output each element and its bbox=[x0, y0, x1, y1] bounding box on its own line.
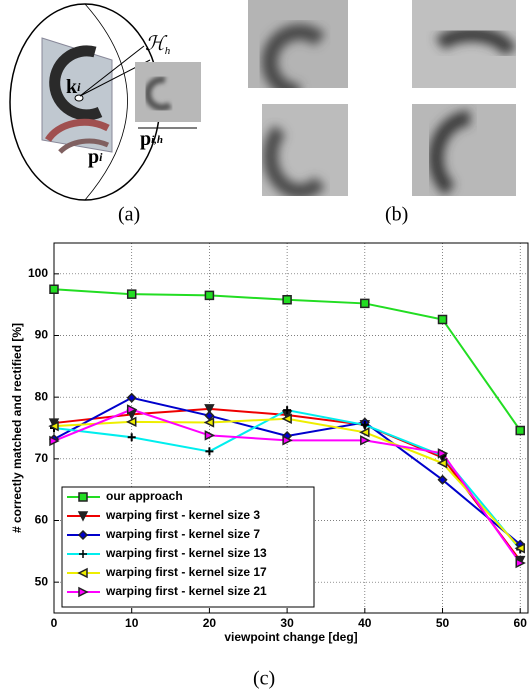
data-point bbox=[126, 404, 138, 415]
data-point bbox=[437, 314, 448, 325]
subscript: i bbox=[99, 150, 103, 164]
data-point bbox=[205, 447, 214, 456]
x-tick-label: 0 bbox=[51, 616, 58, 630]
data-point bbox=[515, 425, 525, 436]
y-tick-label: 90 bbox=[35, 328, 49, 342]
symbol: p bbox=[88, 146, 99, 168]
legend-label: warping first - kernel size 17 bbox=[105, 565, 267, 579]
patch-symbol: pi bbox=[88, 146, 103, 168]
y-axis-label: # correctly matched and rectified [%] bbox=[10, 323, 24, 533]
legend-marker bbox=[78, 492, 88, 502]
panel-a-illustration bbox=[9, 3, 201, 201]
legend-marker bbox=[77, 567, 88, 579]
data-point bbox=[360, 298, 370, 309]
data-point bbox=[359, 427, 370, 438]
x-tick-label: 40 bbox=[358, 616, 372, 630]
legend-label: warping first - kernel size 3 bbox=[105, 508, 260, 522]
data-point bbox=[283, 406, 292, 415]
data-point bbox=[127, 433, 136, 442]
subscript: i bbox=[77, 80, 81, 94]
data-point bbox=[126, 289, 137, 299]
data-point bbox=[360, 435, 371, 446]
legend-label: our approach bbox=[106, 489, 183, 503]
legend-label: warping first - kernel size 13 bbox=[105, 546, 267, 560]
panel-b-images bbox=[248, 0, 516, 196]
data-point bbox=[360, 420, 369, 429]
legend-marker bbox=[79, 550, 87, 558]
chart: 0 10 20 30 40 50 60 50 60 70 80 90 100 viewpoint chan… bbox=[10, 242, 529, 644]
data-point bbox=[49, 435, 60, 447]
panel-label: (b) bbox=[385, 204, 408, 226]
panel-label: (c) bbox=[253, 668, 275, 690]
x-tick-label: 60 bbox=[514, 616, 528, 630]
data-point bbox=[48, 420, 59, 432]
data-point bbox=[436, 457, 448, 469]
hypothesis-symbol: ℋh bbox=[145, 33, 171, 57]
data-point bbox=[49, 284, 59, 294]
data-point bbox=[437, 474, 448, 485]
legend-label: warping first - kernel size 21 bbox=[105, 584, 267, 598]
y-tick-label: 60 bbox=[35, 513, 49, 527]
subscript: h bbox=[165, 45, 171, 57]
x-axis-label: viewpoint change [deg] bbox=[224, 630, 357, 644]
rectified-patch-symbol: pi,h bbox=[140, 128, 163, 150]
y-tick-label: 50 bbox=[35, 574, 49, 588]
keypoint-symbol: ki bbox=[66, 76, 81, 98]
data-point bbox=[204, 430, 216, 441]
legend-marker bbox=[77, 511, 89, 522]
x-tick-label: 50 bbox=[436, 616, 450, 630]
data-point bbox=[203, 417, 215, 428]
symbol: p bbox=[140, 128, 151, 150]
legend-marker bbox=[78, 586, 89, 598]
data-point bbox=[281, 413, 292, 424]
y-tick-label: 100 bbox=[28, 266, 48, 280]
symbol: ℋ bbox=[145, 33, 168, 55]
data-point bbox=[282, 294, 292, 305]
data-point bbox=[204, 290, 215, 301]
data-point bbox=[515, 557, 526, 569]
data-point bbox=[126, 392, 137, 403]
legend-marker bbox=[77, 529, 89, 541]
x-tick-label: 30 bbox=[280, 616, 294, 630]
data-point bbox=[204, 404, 215, 415]
panel-label: (a) bbox=[118, 204, 140, 226]
data-point bbox=[126, 416, 137, 428]
y-tick-label: 70 bbox=[35, 451, 49, 465]
data-point bbox=[437, 448, 449, 459]
data-point bbox=[282, 435, 293, 446]
x-tick-label: 10 bbox=[125, 616, 139, 630]
subscript: i,h bbox=[151, 134, 163, 146]
data-point bbox=[514, 543, 525, 554]
legend-label: warping first - kernel size 7 bbox=[105, 527, 260, 541]
symbol: k bbox=[66, 76, 78, 98]
y-tick-label: 80 bbox=[35, 389, 49, 403]
x-tick-label: 20 bbox=[203, 616, 217, 630]
legend-box bbox=[61, 486, 315, 608]
